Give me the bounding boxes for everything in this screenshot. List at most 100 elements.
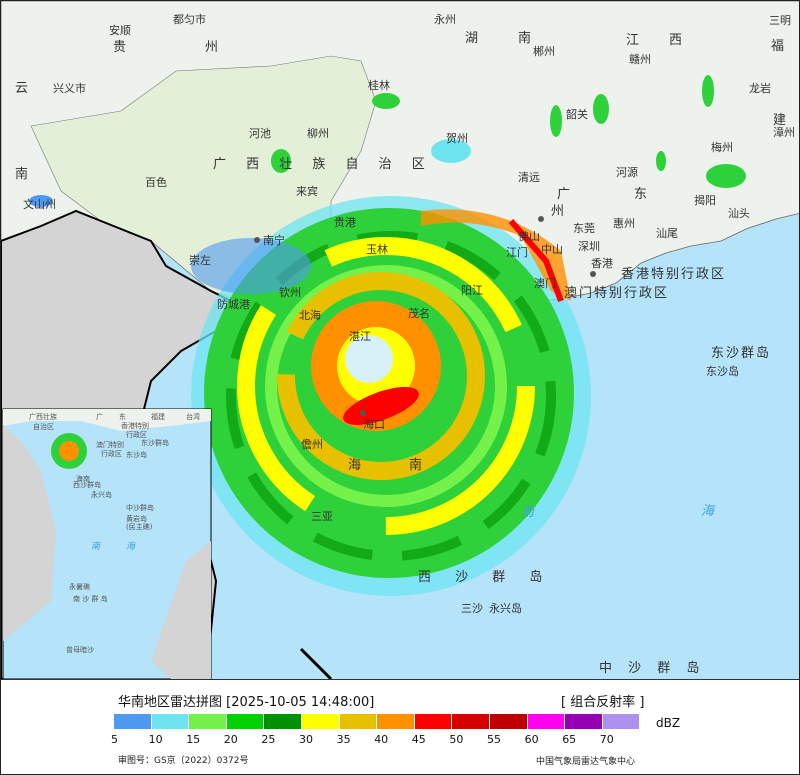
tick-label: 35 xyxy=(336,733,351,746)
radar-map: 都匀市 安顺 贵 州 云 兴义市 南 文山州 百色 河池 柳州 桂林 广 西 壮… xyxy=(1,1,799,679)
place-label: 湛江 xyxy=(349,330,371,343)
place-label: 香港特别行政区 xyxy=(621,267,726,282)
place-label: 南 xyxy=(91,541,102,552)
color-swatch xyxy=(565,714,603,729)
place-label: 永州 xyxy=(434,12,456,26)
place-label: 兴义市 xyxy=(53,81,86,95)
color-swatch xyxy=(339,714,378,729)
place-label: 贺州 xyxy=(446,132,468,145)
place-label: 安顺 xyxy=(109,23,131,37)
place-label: 西 沙 群 岛 xyxy=(418,569,552,585)
place-label: 贵港 xyxy=(334,216,356,229)
place-label: 西 xyxy=(669,33,684,48)
tick-label: 30 xyxy=(299,733,313,746)
scattered-echoes xyxy=(29,75,746,294)
color-swatch xyxy=(151,714,190,729)
review-number: 审图号：GS京（2022）0372号 xyxy=(118,756,249,766)
inset-map-south-china-sea: 广西壮族 自治区 广 东 福建 台湾 香港特别 行政区 澳门特别 行政区 东沙群… xyxy=(2,408,212,679)
place-label: 南 xyxy=(409,457,424,473)
place-label: 云 xyxy=(15,81,30,96)
place-label: 茂名 xyxy=(408,306,430,320)
color-swatch xyxy=(189,714,227,729)
tick-label: 55 xyxy=(487,733,501,746)
color-swatch xyxy=(452,714,490,729)
place-label: 广 xyxy=(557,187,572,202)
place-label: 南 xyxy=(518,30,533,46)
place-label: 三亚 xyxy=(311,510,333,523)
tick-label: 45 xyxy=(411,733,426,746)
place-label: 香港特别 xyxy=(121,421,149,430)
place-label: 湖 xyxy=(465,31,480,46)
place-label: 永兴岛 xyxy=(489,601,522,615)
place-label: 永兴岛 xyxy=(91,490,112,499)
product-name: [ 组合反射率 ] xyxy=(561,695,645,710)
place-labels: 都匀市 安顺 贵 州 云 兴义市 南 文山州 百色 河池 柳州 桂林 广 西 壮… xyxy=(15,12,795,676)
place-label: 福 xyxy=(771,39,786,54)
place-label: 东沙岛 xyxy=(706,364,739,378)
place-label: 建 xyxy=(773,113,788,128)
place-label: 汕尾 xyxy=(656,227,678,240)
place-label: 东 xyxy=(119,412,126,421)
tick-label: 5 xyxy=(111,733,118,746)
place-label: (民主礁) xyxy=(126,522,153,531)
color-swatch xyxy=(264,714,302,729)
color-swatch xyxy=(489,714,528,729)
place-label: 桂林 xyxy=(368,78,390,92)
tick-label: 20 xyxy=(223,733,238,746)
place-label: 海 xyxy=(126,541,137,552)
place-label: 三沙 xyxy=(461,602,483,615)
place-label: 梅州 xyxy=(711,140,733,154)
place-label: 广西壮族 xyxy=(29,412,57,421)
place-label: 钦州 xyxy=(279,286,301,299)
place-label: 儋州 xyxy=(301,438,323,451)
place-label: 南宁 xyxy=(263,233,285,247)
place-label: 龙岩 xyxy=(749,81,771,95)
place-label: 南 沙 群 岛 xyxy=(73,594,108,603)
color-swatch xyxy=(602,714,641,729)
color-swatch xyxy=(414,714,453,729)
legend-panel: 华南地区雷达拼图 [2025-10-05 14:48:00] [ 组合反射率 ]… xyxy=(1,679,799,774)
place-label: 行政区 xyxy=(126,430,147,439)
place-label: 三明 xyxy=(769,14,791,27)
place-label: 深圳 xyxy=(578,240,600,253)
place-label: 中 沙 群 岛 xyxy=(599,660,705,676)
place-label: 香港 xyxy=(591,257,613,270)
place-label: 海 xyxy=(348,458,363,473)
place-label: 汕头 xyxy=(728,207,750,220)
place-label: 海 xyxy=(701,504,716,519)
place-label: 曾母暗沙 xyxy=(66,645,94,654)
organization: 中国气象局雷达气象中心 xyxy=(536,757,636,767)
place-label: 北海 xyxy=(299,308,321,322)
place-label: 广 西 壮 族 自 治 区 xyxy=(213,156,433,172)
place-label: 阳江 xyxy=(461,284,483,297)
place-label: 百色 xyxy=(145,175,167,189)
place-label: 海南 xyxy=(76,474,90,483)
place-label: 都匀市 xyxy=(173,12,206,26)
place-label: 中山 xyxy=(541,243,563,256)
place-label: 台湾 xyxy=(186,412,200,421)
place-label: 福建 xyxy=(151,412,165,421)
place-label: 州 xyxy=(205,40,220,55)
place-label: 州 xyxy=(551,204,566,219)
place-label: 东沙群岛 xyxy=(141,438,169,447)
tick-label: 65 xyxy=(562,733,577,746)
tick-label: 60 xyxy=(524,733,539,746)
place-label: 贵 xyxy=(113,40,128,55)
place-label: 来宾 xyxy=(296,184,318,198)
place-label: 澳门 xyxy=(534,276,556,290)
nine-dash-line xyxy=(299,647,333,679)
radar-echo-typhoon xyxy=(191,196,591,596)
place-label: 广 xyxy=(96,412,103,421)
place-label: 江 xyxy=(626,33,641,48)
place-label: 防城港 xyxy=(217,297,250,311)
place-label: 南 xyxy=(521,505,536,520)
place-label: 清远 xyxy=(518,171,540,184)
place-label: 河池 xyxy=(249,127,271,140)
place-label: 玉林 xyxy=(366,242,388,256)
place-label: 东沙岛 xyxy=(126,450,147,459)
place-label: 自治区 xyxy=(33,422,54,431)
place-label: 柳州 xyxy=(307,126,329,140)
tick-label: 70 xyxy=(599,733,614,746)
place-label: 行政区 xyxy=(101,449,122,458)
